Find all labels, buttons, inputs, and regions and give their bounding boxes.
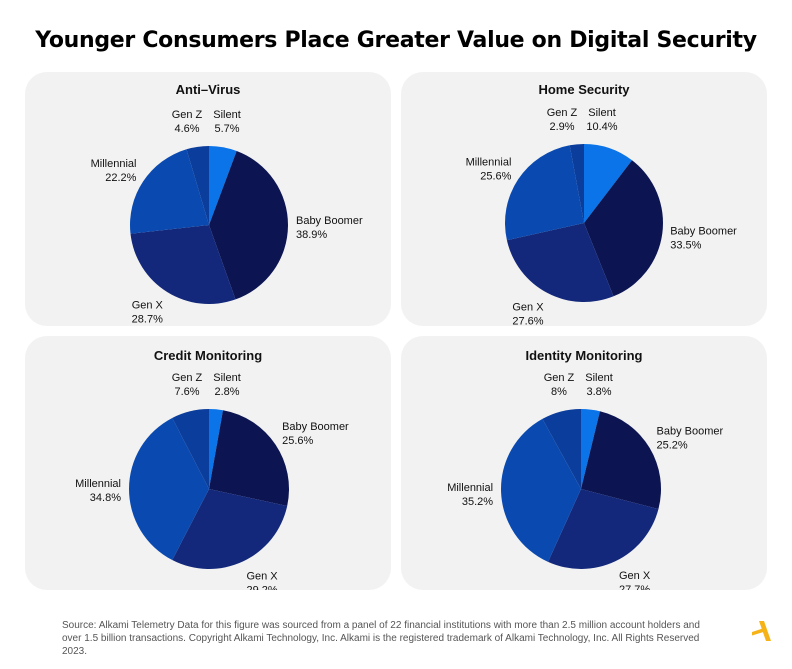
slice-category-label: Millennial (466, 156, 512, 168)
slice-label-gen-x: Gen X 29.2% (246, 570, 278, 590)
slice-label-millennial: Millennial 25.6% (466, 156, 512, 182)
pie-slice-gen-z (542, 409, 581, 489)
pie-slice-millennial (128, 417, 209, 561)
pie-slice-silent (584, 144, 633, 223)
pie-slice-gen-x (130, 225, 236, 304)
slice-value-label: 25.2% (657, 440, 688, 452)
pie-slice-millennial (130, 149, 209, 234)
slice-value-label: 38.9% (296, 229, 327, 241)
slice-value-label: 5.7% (214, 123, 239, 135)
slice-value-label: 10.4% (586, 121, 617, 133)
alkami-logo-icon (749, 619, 773, 648)
slice-value-label: 28.7% (132, 314, 163, 326)
slice-value-label: 4.6% (174, 123, 199, 135)
pie-slice-silent (209, 409, 224, 489)
pie-chart-identity-monitoring: Identity Monitoring Silent 3.8% Baby Boomer… (447, 348, 724, 590)
slice-value-label: 25.6% (282, 435, 313, 447)
pie-slice-gen-x (172, 489, 288, 569)
slice-label-gen-z: Gen Z 7.6% (172, 372, 203, 398)
slice-label-millennial: Millennial 34.8% (75, 478, 121, 504)
slice-label-silent: Silent 10.4% (586, 107, 617, 133)
slice-label-baby-boomer: Baby Boomer 25.2% (657, 426, 724, 452)
slice-value-label: 8% (551, 386, 567, 398)
slice-category-label: Silent (213, 109, 241, 121)
pie-slice-gen-z (569, 144, 584, 223)
pie-slice-millennial (505, 145, 584, 241)
slice-label-millennial: Millennial 22.2% (91, 158, 137, 184)
slice-category-label: Gen Z (172, 372, 203, 384)
pie-slice-baby-boomer (209, 410, 289, 506)
slice-value-label: 27.7% (619, 584, 650, 590)
slice-category-label: Baby Boomer (296, 215, 363, 227)
slice-category-label: Silent (213, 372, 241, 384)
slice-label-gen-x: Gen X 27.7% (619, 570, 651, 590)
slice-category-label: Gen X (619, 570, 651, 582)
chart-title: Credit Monitoring (154, 348, 262, 363)
slice-value-label: 2.9% (549, 121, 574, 133)
slice-value-label: 7.6% (174, 386, 199, 398)
slice-category-label: Gen X (246, 570, 278, 582)
pie-chart-home-security: Home Security Silent 10.4% Baby Boomer 33.5%… (466, 82, 738, 326)
slice-category-label: Gen X (132, 300, 164, 312)
chart-title: Anti–Virus (176, 82, 241, 97)
chart-panel-home-security: Home Security Silent 10.4% Baby Boomer 33.5%… (401, 72, 767, 326)
pie-chart-anti-virus: Anti–Virus Silent 5.7% Baby Boomer 38.9% Gen … (91, 82, 363, 326)
slice-category-label: Baby Boomer (670, 226, 737, 238)
pie-slice-baby-boomer (584, 160, 663, 297)
slice-category-label: Gen Z (172, 109, 203, 121)
pie-slice-silent (209, 146, 237, 225)
slice-label-gen-x: Gen X 27.6% (512, 301, 544, 326)
pie-slice-gen-z (186, 146, 209, 225)
slice-value-label: 34.8% (90, 492, 121, 504)
pie-slice-millennial (501, 418, 581, 562)
slice-category-label: Millennial (75, 478, 121, 490)
pie-slice-gen-x (548, 489, 659, 569)
chart-panel-anti-virus: Anti–Virus Silent 5.7% Baby Boomer 38.9% Gen … (25, 72, 391, 326)
chart-title: Identity Monitoring (526, 348, 643, 363)
slice-label-silent: Silent 3.8% (585, 372, 613, 398)
pie-slice-gen-x (506, 223, 614, 302)
page-title: Younger Consumers Place Greater Value on… (35, 28, 757, 53)
slice-value-label: 35.2% (462, 496, 493, 508)
pie-slice-baby-boomer (209, 151, 288, 300)
slice-label-silent: Silent 5.7% (213, 109, 241, 135)
alkami-logo-icon-path (759, 621, 771, 641)
pie-slice-baby-boomer (581, 411, 661, 510)
slice-label-baby-boomer: Baby Boomer 38.9% (296, 215, 363, 241)
slice-category-label: Baby Boomer (657, 426, 724, 438)
slice-category-label: Millennial (91, 158, 137, 170)
slice-category-label: Gen Z (544, 372, 575, 384)
source-footnote: Source: Alkami Telemetry Data for this f… (62, 620, 700, 657)
slice-category-label: Gen X (512, 301, 544, 313)
slice-label-gen-z: Gen Z 4.6% (172, 109, 203, 135)
slice-value-label: 27.6% (512, 315, 543, 326)
pie-slice-gen-z (172, 409, 209, 489)
slice-category-label: Millennial (447, 482, 493, 494)
chart-title: Home Security (538, 82, 630, 97)
slice-value-label: 2.8% (214, 386, 239, 398)
slice-label-gen-z: Gen Z 8% (544, 372, 575, 398)
slice-category-label: Silent (588, 107, 616, 119)
slice-value-label: 25.6% (480, 170, 511, 182)
slice-label-baby-boomer: Baby Boomer 25.6% (282, 421, 349, 447)
slice-value-label: 29.2% (246, 584, 277, 590)
alkami-logo-icon-bar (752, 628, 765, 636)
slice-label-silent: Silent 2.8% (213, 372, 241, 398)
slice-label-gen-x: Gen X 28.7% (132, 300, 164, 326)
pie-chart-credit-monitoring: Credit Monitoring Silent 2.8% Baby Boomer 25… (75, 348, 349, 590)
slice-category-label: Baby Boomer (282, 421, 349, 433)
slice-category-label: Silent (585, 372, 613, 384)
chart-panel-identity-monitoring: Identity Monitoring Silent 3.8% Baby Boomer… (401, 336, 767, 590)
slice-value-label: 33.5% (670, 240, 701, 252)
slice-value-label: 22.2% (105, 172, 136, 184)
slice-label-millennial: Millennial 35.2% (447, 482, 493, 508)
slice-category-label: Gen Z (547, 107, 578, 119)
pie-slice-silent (581, 409, 600, 489)
slice-label-baby-boomer: Baby Boomer 33.5% (670, 226, 737, 252)
chart-panel-credit-monitoring: Credit Monitoring Silent 2.8% Baby Boomer 25… (25, 336, 391, 590)
slice-value-label: 3.8% (586, 386, 611, 398)
slice-label-gen-z: Gen Z 2.9% (547, 107, 578, 133)
